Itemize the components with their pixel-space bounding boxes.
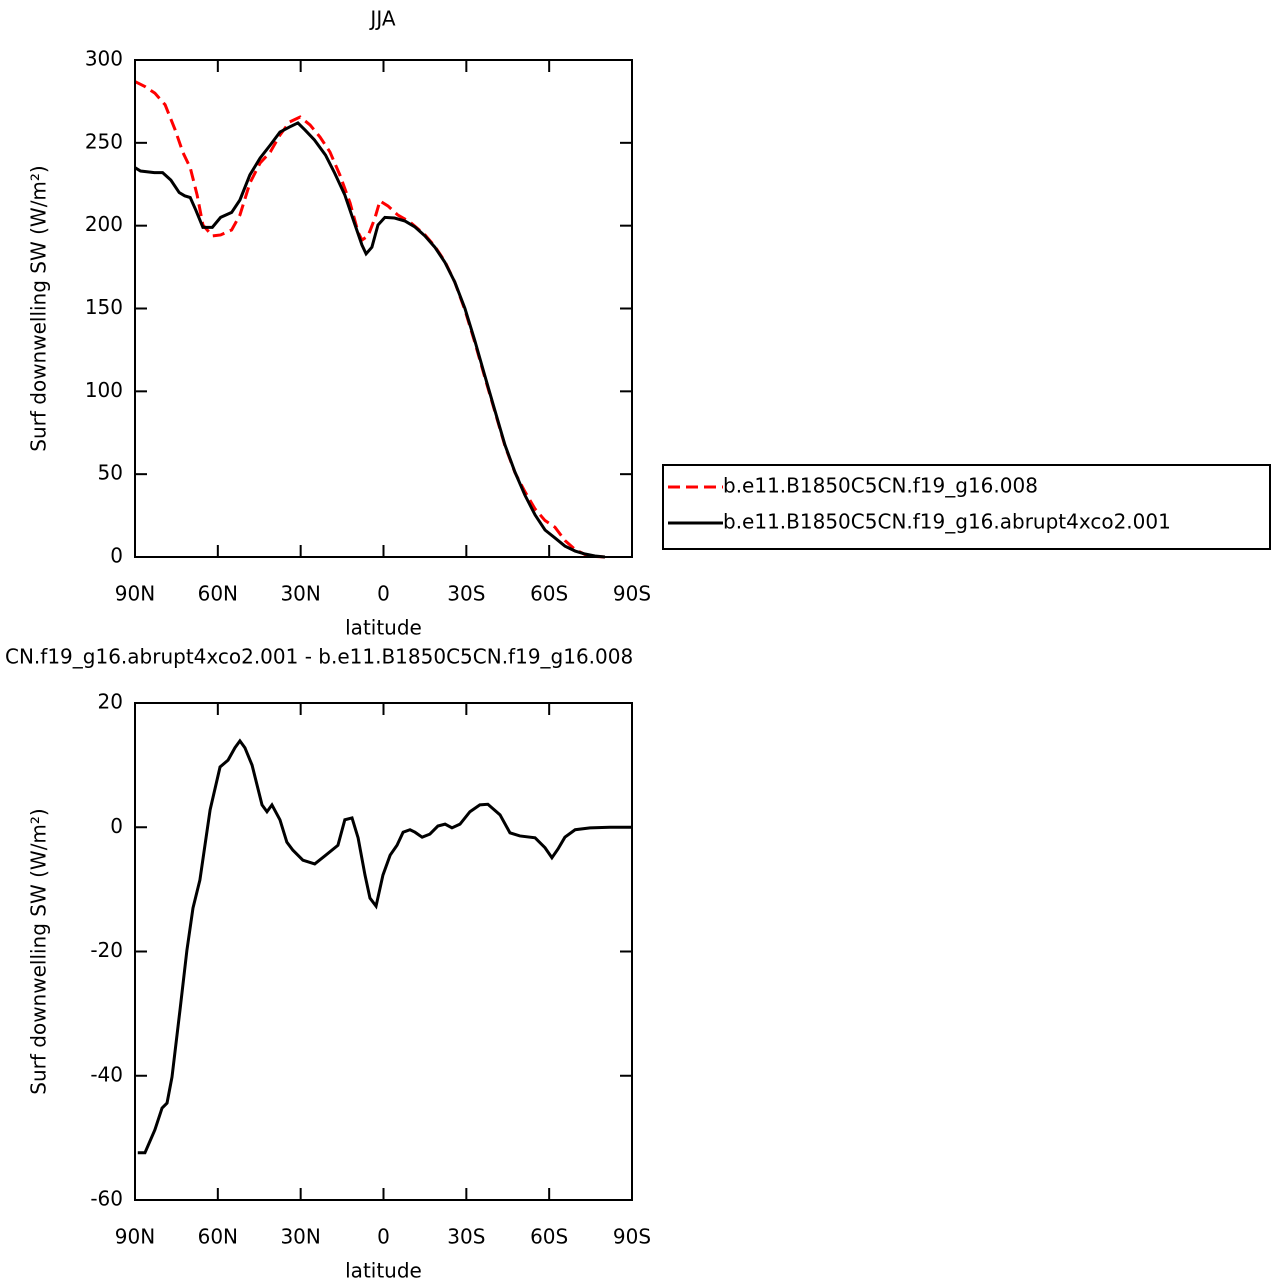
- data-line: [134, 121, 606, 559]
- x-tick-label: 60S: [530, 1225, 568, 1249]
- y-tick-label: -60: [90, 1187, 123, 1211]
- y-axis-label: Surf downwelling SW (W/m²): [27, 165, 51, 451]
- y-tick-label: 0: [110, 814, 123, 838]
- x-tick-label: 30S: [447, 582, 485, 606]
- x-tick-label: 90S: [613, 582, 651, 606]
- y-tick-label: 200: [85, 212, 123, 236]
- data-line: [134, 80, 606, 559]
- x-tick-label: 30N: [280, 582, 320, 606]
- x-tick-label: 60N: [198, 1225, 238, 1249]
- x-axis-label: latitude: [345, 1259, 422, 1283]
- x-tick-label: 0: [377, 1225, 390, 1249]
- y-tick-label: 0: [110, 544, 123, 568]
- x-tick-label: 90S: [613, 1225, 651, 1249]
- y-tick-label: 20: [98, 690, 123, 714]
- legend-label: b.e11.B1850C5CN.f19_g16.008: [723, 474, 1038, 498]
- x-axis-label: latitude: [345, 616, 422, 640]
- chart-title: JJA: [368, 7, 395, 31]
- data-line: [137, 738, 632, 1155]
- x-tick-label: 30N: [280, 1225, 320, 1249]
- y-axis-label: Surf downwelling SW (W/m²): [27, 808, 51, 1094]
- y-tick-label: 150: [85, 295, 123, 319]
- y-tick-label: -40: [90, 1062, 123, 1086]
- legend-box: [662, 464, 1271, 550]
- plot-frame: [134, 702, 633, 1201]
- chart-title: CN.f19_g16.abrupt4xco2.001 - b.e11.B1850…: [5, 645, 633, 669]
- x-tick-label: 30S: [447, 1225, 485, 1249]
- y-tick-label: 50: [98, 461, 123, 485]
- x-tick-label: 60N: [198, 582, 238, 606]
- y-tick-label: -20: [90, 938, 123, 962]
- x-tick-label: 90N: [115, 1225, 155, 1249]
- plot-frame: [134, 59, 633, 558]
- x-tick-label: 90N: [115, 582, 155, 606]
- y-tick-label: 100: [85, 378, 123, 402]
- y-tick-label: 250: [85, 129, 123, 153]
- x-tick-label: 0: [377, 582, 390, 606]
- x-tick-label: 60S: [530, 582, 568, 606]
- legend-label: b.e11.B1850C5CN.f19_g16.abrupt4xco2.001: [723, 510, 1171, 534]
- y-tick-label: 300: [85, 47, 123, 71]
